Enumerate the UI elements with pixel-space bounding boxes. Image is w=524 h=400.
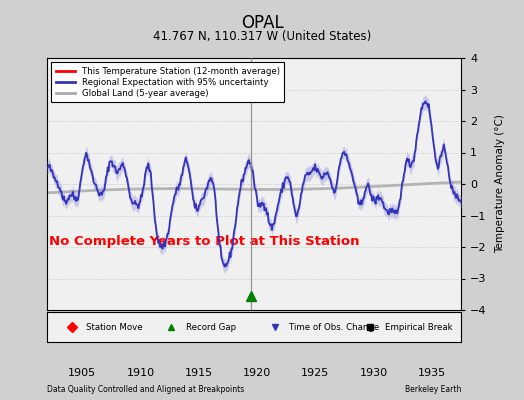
Text: Empirical Break: Empirical Break [385,322,452,332]
Text: No Complete Years to Plot at This Station: No Complete Years to Plot at This Statio… [49,236,359,248]
Text: Time of Obs. Change: Time of Obs. Change [289,322,379,332]
Legend: This Temperature Station (12-month average), Regional Expectation with 95% uncer: This Temperature Station (12-month avera… [51,62,284,102]
Text: 41.767 N, 110.317 W (United States): 41.767 N, 110.317 W (United States) [153,30,371,43]
Text: Data Quality Controlled and Aligned at Breakpoints: Data Quality Controlled and Aligned at B… [47,385,244,394]
Text: OPAL: OPAL [241,14,283,32]
Text: Record Gap: Record Gap [186,322,236,332]
Y-axis label: Temperature Anomaly (°C): Temperature Anomaly (°C) [495,114,505,254]
Text: Station Move: Station Move [86,322,143,332]
Text: Berkeley Earth: Berkeley Earth [405,385,461,394]
